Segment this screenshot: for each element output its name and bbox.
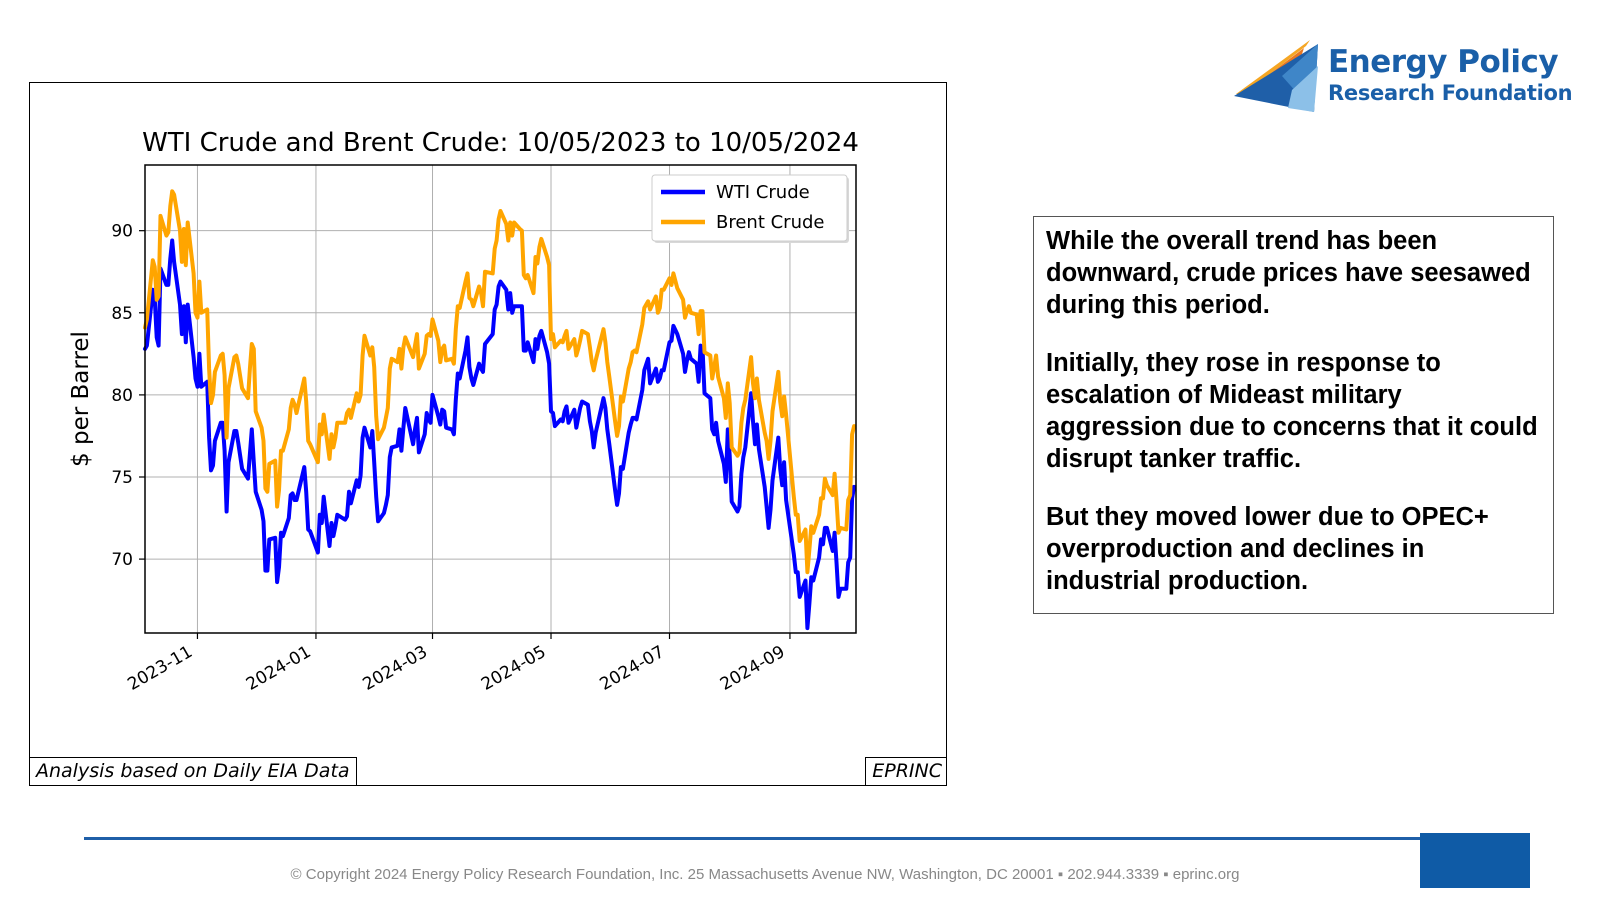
chart-svg: WTI Crude and Brent Crude: 10/05/2023 to… — [68, 128, 859, 695]
chart-frame: WTI Crude and Brent Crude: 10/05/2023 to… — [29, 82, 947, 786]
footer-copyright: © Copyright 2024 Energy Policy Research … — [290, 866, 1240, 883]
commentary-paragraph-3: But they moved lower due to OPEC+ overpr… — [1046, 503, 1489, 595]
y-tick-label: 90 — [111, 222, 133, 242]
x-tick-label: 2023-11 — [124, 642, 196, 695]
commentary-box: While the overall trend has been downwar… — [1033, 216, 1554, 614]
x-tick-label: 2024-03 — [359, 642, 431, 695]
x-tick-label: 2024-01 — [243, 642, 315, 695]
y-tick-label: 75 — [111, 468, 133, 488]
y-tick-label: 70 — [111, 550, 133, 570]
x-tick-label: 2024-09 — [717, 642, 789, 695]
chart-credit-note: EPRINC — [865, 757, 946, 785]
logo-mark-icon — [1234, 40, 1318, 112]
y-tick-label: 85 — [111, 304, 133, 324]
y-axis-label: $ per Barrel — [68, 331, 94, 467]
data-source-note: Analysis based on Daily EIA Data — [30, 757, 357, 785]
logo: Energy Policy Research Foundation — [1232, 26, 1592, 116]
x-tick-label: 2024-05 — [478, 642, 550, 695]
legend-brent-label: Brent Crude — [716, 212, 825, 233]
logo-line-2: Research Foundation — [1328, 81, 1573, 105]
wti-crude-line — [143, 238, 857, 631]
x-tick-label: 2024-07 — [596, 642, 668, 695]
commentary-paragraph-1: While the overall trend has been downwar… — [1046, 227, 1531, 319]
footer-accent-block — [1420, 833, 1530, 888]
legend-wti-label: WTI Crude — [716, 182, 810, 203]
footer-rule — [84, 837, 1424, 840]
brent-crude-line — [143, 189, 857, 575]
chart-title: WTI Crude and Brent Crude: 10/05/2023 to… — [142, 128, 859, 158]
y-tick-label: 80 — [111, 386, 133, 406]
logo-line-1: Energy Policy — [1328, 44, 1559, 80]
commentary-paragraph-2: Initially, they rose in response to esca… — [1046, 349, 1538, 473]
plot-area-frame — [144, 164, 857, 634]
